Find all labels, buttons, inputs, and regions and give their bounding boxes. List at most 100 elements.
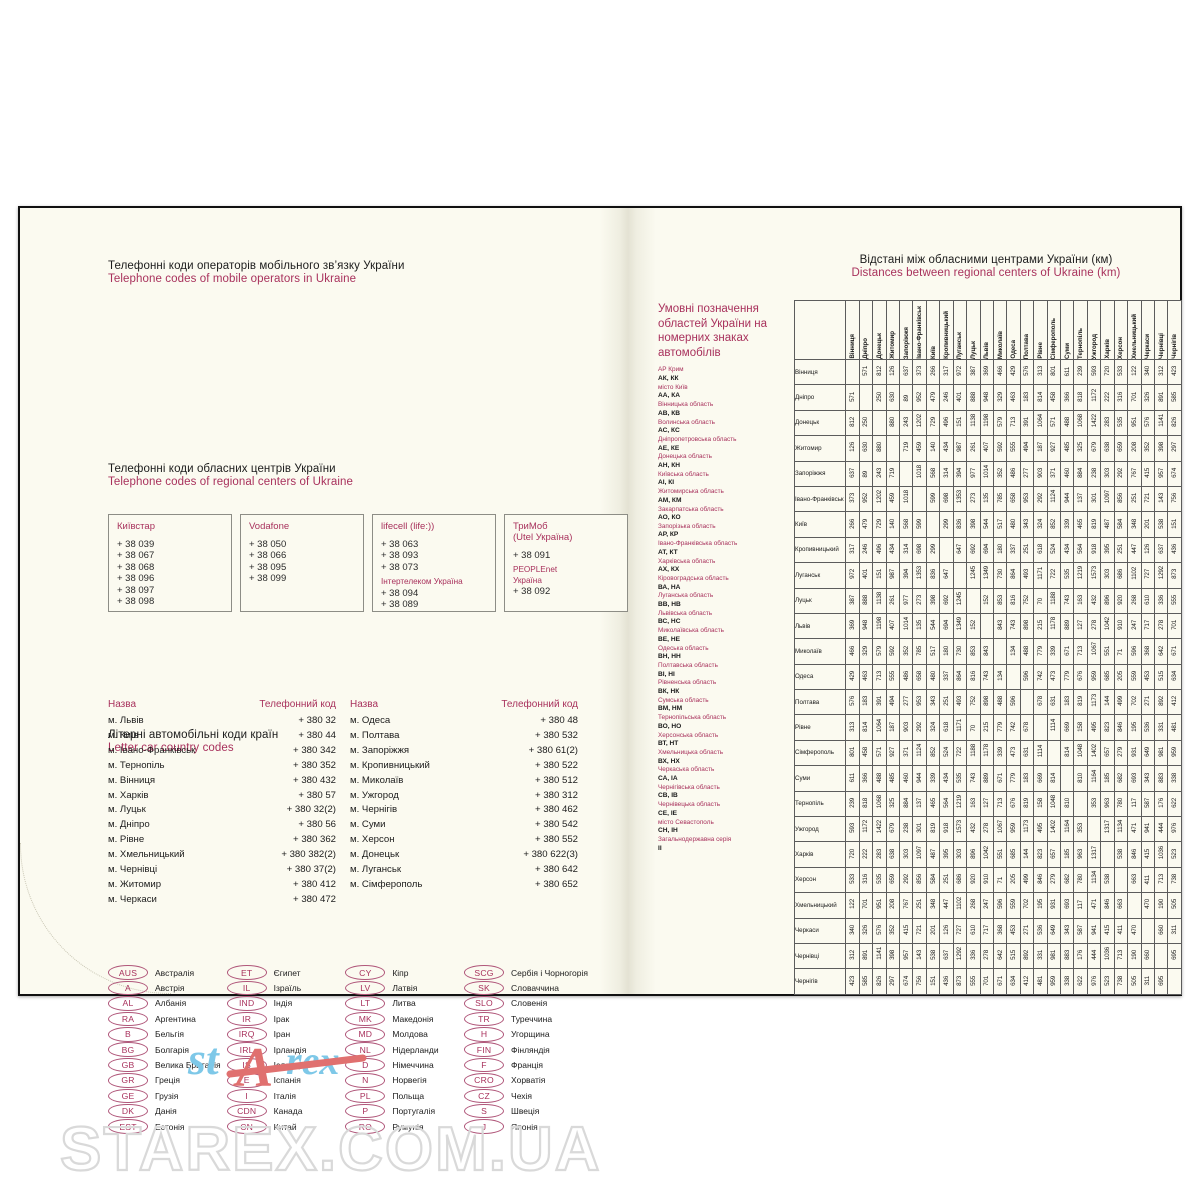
country-code-badge: LT [345, 996, 386, 1011]
matrix-cell-value: 853 [969, 645, 977, 656]
matrix-cell: 471 [1127, 816, 1142, 843]
country-name: Чехія [511, 1090, 532, 1101]
matrix-cell: 368 [992, 917, 1008, 944]
matrix-cell: 337 [939, 663, 954, 691]
matrix-cell: 692 [966, 536, 981, 564]
list-item: IR Ірак [226, 1011, 342, 1027]
legend-region-name: Полтавська область [658, 662, 718, 670]
matrix-cell: 846 [1113, 714, 1129, 741]
matrix-cell: 415 [1140, 841, 1156, 868]
matrix-cell: 266 [925, 358, 941, 386]
matrix-cell: 564 [939, 790, 954, 818]
matrix-cell-value: 674 [1171, 467, 1179, 478]
matrix-cell: 314 [898, 536, 914, 564]
matrix-cell: 816 [966, 663, 981, 691]
legend-list: АР Крим АК, КК місто Київ АА, КА Вінницька о… [658, 366, 780, 853]
matrix-cell: 137 [912, 790, 927, 818]
operator-code: + 38 067 [117, 550, 155, 562]
matrix-cell-value: 889 [983, 772, 991, 783]
matrix-cell-value: 1422 [1090, 413, 1098, 428]
matrix-cell: 163 [1073, 587, 1088, 614]
matrix-cell: 818 [858, 790, 874, 818]
matrix-cell-value: 779 [996, 721, 1004, 732]
matrix-cell: 466 [992, 358, 1008, 386]
matrix-cell-value: 618 [942, 721, 950, 732]
matrix-cell-value: 292 [1117, 467, 1125, 478]
matrix-cell: 695 [1153, 968, 1169, 995]
matrix-column-header-label: Київ [929, 346, 937, 359]
country-code-badge: S [464, 1103, 505, 1119]
matrix-cell-value: 892 [1023, 950, 1031, 961]
matrix-cell-value: 637 [942, 950, 950, 961]
car-codes-heading: Літерні автомобільні коди країн Letter c… [108, 729, 278, 754]
city-code: + 380 342 [293, 744, 336, 756]
matrix-cell: 713 [992, 790, 1008, 818]
table-row: Харків 720 222 283 638 303 1097 487 395 303 896 104… [793, 841, 1182, 868]
distance-matrix: Вінниця Дніпро Донецьк Житомир Запоріжжя Іван… [793, 300, 1182, 995]
matrix-cell-value: 856 [1117, 493, 1125, 504]
matrix-cell-value: 185 [1104, 772, 1112, 783]
matrix-cell: 493 [952, 689, 968, 716]
country-code-badge: LV [345, 980, 386, 996]
matrix-cell-value: 299 [942, 518, 950, 529]
matrix-cell: 622 [1073, 968, 1088, 995]
matrix-cell: 444 [1086, 942, 1102, 970]
matrix-cell-value: 312 [849, 950, 856, 961]
matrix-cell: 682 [1113, 765, 1129, 792]
matrix-cell: 819 [1073, 689, 1088, 716]
matrix-cell-value: 599 [916, 518, 924, 529]
matrix-cell-value: 742 [1010, 721, 1018, 732]
matrix-cell: 1114 [1033, 739, 1048, 767]
matrix-cell: 303 [1100, 460, 1115, 487]
matrix-cell-value: 271 [1144, 696, 1152, 707]
matrix-cell-value: 297 [1171, 442, 1179, 453]
regional-codes-heading: Телефонні коди обласних центрів України … [108, 463, 353, 488]
matrix-corner-cell [793, 300, 847, 360]
matrix-cell-value: 1178 [1050, 617, 1058, 631]
matrix-cell: 846 [1033, 866, 1048, 894]
matrix-cell: 1134 [1086, 866, 1102, 894]
matrix-cell: 324 [925, 714, 941, 741]
city-code: + 380 32 [298, 715, 336, 726]
matrix-cell: 434 [939, 765, 954, 792]
matrix-cell-value: 660 [1157, 924, 1165, 935]
matrix-cell-value: 1141 [875, 947, 883, 961]
matrix-cell-value: 892 [1157, 696, 1165, 707]
matrix-cell: 135 [912, 612, 927, 640]
matrix-column-header: Запоріжжя [898, 300, 914, 360]
matrix-column-header-label: Хмельницький [1130, 313, 1138, 359]
matrix-cell: 176 [1153, 790, 1169, 818]
matrix-cell: 722 [952, 739, 968, 767]
matrix-cell-value: 183 [862, 696, 870, 707]
matrix-cell-value: 195 [1036, 899, 1044, 910]
matrix-cell: 693 [1060, 892, 1075, 919]
matrix-cell: 339 [925, 765, 941, 792]
table-row: Полтава 576 183 391 494 277 953 343 251 493 752 898… [793, 689, 1182, 716]
matrix-cell-value: 343 [929, 696, 937, 707]
matrix-cell: 387 [845, 587, 860, 614]
matrix-cell: 277 [1019, 460, 1035, 487]
matrix-cell-value: 1171 [956, 718, 964, 732]
matrix-cell-value: 686 [1117, 569, 1125, 580]
matrix-cell-value: 647 [956, 544, 964, 554]
matrix-cell-value: 571 [862, 366, 870, 377]
matrix-cell-value: 473 [1010, 747, 1018, 758]
matrix-cell-value: 717 [983, 924, 991, 935]
matrix-cell: 717 [1140, 612, 1156, 640]
matrix-cell: 686 [952, 866, 968, 894]
matrix-column-header-label: Чернівці [1157, 333, 1165, 359]
matrix-cell: 599 [912, 511, 927, 538]
matrix-cell: 398 [966, 511, 981, 538]
matrix-cell: 423 [1167, 358, 1182, 386]
matrix-cell: 963 [1073, 841, 1088, 868]
city-name: м. Черкаси [108, 893, 157, 905]
country-code-badge: J [464, 1119, 505, 1134]
matrix-cell-value: 544 [929, 620, 937, 631]
matrix-cell: 1138 [966, 409, 981, 437]
matrix-cell: 611 [845, 765, 860, 792]
matrix-cell-value: 1292 [956, 947, 964, 961]
matrix-cell: 261 [966, 435, 981, 462]
country-code-badge: MK [345, 1011, 386, 1027]
matrix-cell: 884 [1073, 460, 1088, 487]
matrix-cell-value: 187 [889, 721, 897, 732]
